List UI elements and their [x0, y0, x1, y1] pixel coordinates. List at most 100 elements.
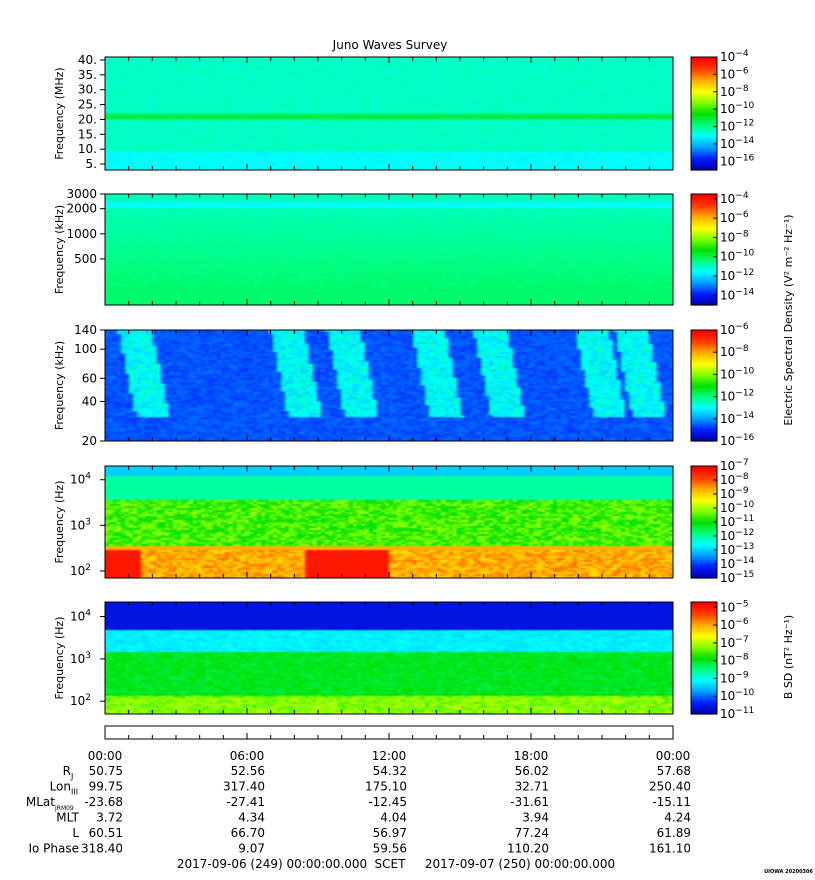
ephemeris-value: -27.41	[226, 795, 265, 809]
colorbar-swatch	[691, 262, 717, 265]
colorbar-swatch	[691, 523, 717, 527]
y-tick-label: 3000	[66, 187, 97, 201]
colorbar-tick-label: 10−8	[720, 344, 749, 359]
colorbar-swatch	[691, 299, 717, 302]
y-axis-label: Frequency (MHz)	[53, 67, 66, 159]
colorbar-swatch	[691, 72, 717, 75]
colorbar-swatch	[691, 242, 717, 245]
colorbar-tick-label: 10−6	[720, 66, 749, 81]
colorbar-tick-label: 10−7	[720, 635, 749, 650]
colorbar-tick-label: 10−7	[720, 458, 749, 473]
colorbar-swatch	[691, 630, 717, 633]
colorbar-swatch	[691, 682, 717, 685]
colorbar-swatch	[691, 402, 717, 405]
colorbar-swatch	[691, 139, 717, 143]
colorbar-swatch	[691, 210, 717, 214]
colorbar-swatch	[691, 151, 717, 154]
colorbar-swatch	[691, 89, 717, 92]
colorbar-swatch	[691, 480, 717, 484]
colorbar-swatch	[691, 64, 717, 68]
colorbar-swatch	[691, 153, 717, 156]
colorbar-swatch	[691, 665, 717, 668]
colorbar-swatch	[691, 75, 717, 79]
colorbar-swatch	[691, 466, 717, 469]
colorbar-swatch	[691, 143, 717, 147]
colorbar-swatch	[691, 490, 717, 493]
y-tick-label: 40.	[78, 53, 97, 67]
colorbar-tick-label: 10−16	[720, 153, 755, 168]
colorbar-swatch	[691, 255, 717, 258]
colorbar-swatch	[691, 409, 717, 412]
colorbar-swatch	[691, 342, 717, 346]
ephemeris-value: 52.56	[231, 764, 265, 778]
y-tick-label: 60	[82, 371, 97, 385]
ephemeris-value: 32.71	[515, 780, 549, 794]
colorbar: 10−16 10−14 10−12 10−10 10−8 10−6	[690, 322, 755, 448]
colorbar-swatch	[691, 370, 717, 374]
colorbar-swatch	[691, 149, 717, 152]
colorbar-frame	[690, 193, 718, 306]
ephemeris-row-subscript: III	[71, 788, 78, 797]
colorbar-swatch	[691, 616, 717, 620]
colorbar-swatch	[691, 520, 717, 523]
colorbar-swatch	[691, 678, 717, 681]
time-label: 12:00	[372, 749, 407, 763]
colorbar-swatch	[691, 154, 717, 158]
colorbar-swatch	[691, 100, 717, 103]
colorbar-swatch	[691, 482, 717, 486]
footer-start: 2017-09-06 (249) 00:00:00.000	[177, 857, 367, 871]
colorbar-swatch	[691, 62, 717, 66]
colorbar-swatch	[691, 293, 717, 297]
colorbar-swatch	[691, 411, 717, 414]
colorbar-swatch	[691, 90, 717, 94]
colorbar-swatch	[691, 350, 717, 353]
colorbar-swatch	[691, 405, 717, 409]
colorbar-swatch	[691, 107, 717, 111]
colorbar-swatch	[691, 57, 717, 60]
y-tick-label: 140	[74, 323, 97, 337]
footer-end: 2017-09-07 (250) 00:00:00.000	[425, 857, 615, 871]
spectrogram-heatmap	[105, 57, 673, 170]
colorbar-swatch	[691, 689, 717, 693]
y-axis-label: Frequency (Hz)	[53, 481, 66, 564]
colorbar-swatch	[691, 559, 717, 562]
colorbar-swatch	[691, 94, 717, 98]
ephemeris-value: 56.02	[515, 764, 549, 778]
colorbar-swatch	[691, 115, 717, 118]
colorbar-swatch	[691, 363, 717, 366]
colorbar-swatch	[691, 602, 717, 605]
colorbar-swatch	[691, 631, 717, 635]
colorbar-swatch	[691, 203, 717, 206]
colorbar-tick-label: 10−14	[720, 556, 755, 571]
colorbar-swatch	[691, 238, 717, 241]
colorbar-swatch	[691, 396, 717, 400]
colorbar-swatch	[691, 507, 717, 510]
footer-stamp: UIOWA 20200306	[764, 869, 813, 875]
colorbar-swatch	[691, 275, 717, 278]
colorbar-swatch	[691, 355, 717, 359]
time-label: 00:00	[656, 749, 691, 763]
colorbar-swatch	[691, 416, 717, 420]
colorbar-swatch	[691, 420, 717, 424]
colorbar: 10−14 10−12 10−10 10−8 10−6 10−4	[690, 191, 755, 306]
ephemeris-row-label: Io Phase	[28, 842, 79, 856]
colorbar-swatch	[691, 699, 717, 702]
colorbar-swatch	[691, 687, 717, 691]
colorbar-swatch	[691, 518, 717, 521]
ephemeris-row-subscript: J	[70, 772, 73, 781]
y-tick-label: 103	[70, 651, 91, 666]
colorbar-swatch	[691, 415, 717, 418]
colorbar-tick-label: 10−12	[720, 389, 754, 404]
colorbar-swatch	[691, 576, 717, 579]
colorbar-frame	[690, 329, 718, 442]
ephemeris-row-label: L	[72, 826, 79, 840]
ephemeris-value: 3.72	[96, 811, 123, 825]
colorbar-swatch	[691, 381, 717, 385]
colorbar-swatch	[691, 611, 717, 614]
colorbar-swatch	[691, 73, 717, 77]
time-label: 00:00	[88, 749, 123, 763]
colorbar-swatch	[691, 286, 717, 289]
colorbar-swatch	[691, 624, 717, 627]
colorbar-swatch	[691, 158, 717, 162]
